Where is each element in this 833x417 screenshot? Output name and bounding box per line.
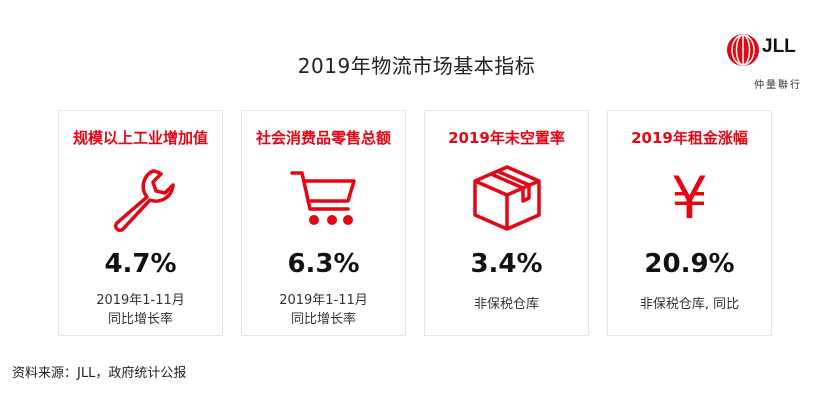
- card-value: 3.4%: [470, 249, 543, 279]
- metric-card-industrial-value-added: 规模以上工业增加值 4.7% 2019年1-11月 同比增长率: [58, 110, 223, 336]
- card-value: 4.7%: [104, 249, 177, 279]
- card-title: 规模以上工业增加值: [72, 129, 208, 147]
- card-note: 非保税仓库, 同比: [608, 291, 771, 314]
- card-value: 20.9%: [644, 249, 735, 279]
- jll-logo-icon: [727, 34, 759, 66]
- source-note: 资料来源：JLL，政府统计公报: [12, 366, 187, 381]
- card-note-line1: 非保税仓库: [473, 297, 539, 312]
- logo-subtitle: 仲量聯行: [754, 80, 802, 91]
- metric-card-rent-growth: 2019年租金涨幅 ¥ 20.9% 非保税仓库, 同比: [607, 110, 772, 336]
- card-note: 2019年1-11月 同比增长率: [59, 291, 222, 329]
- logo-text: JLL: [762, 36, 796, 57]
- shopping-cart-icon: [284, 163, 364, 233]
- jll-logo: JLL 仲量聯行: [726, 33, 816, 91]
- wrench-icon: [101, 163, 181, 233]
- card-note-line1: 2019年1-11月: [96, 293, 185, 308]
- card-note-line2: 同比增长率: [107, 312, 173, 327]
- yen-icon: ¥: [671, 164, 708, 232]
- card-note-line2: 同比增长率: [290, 312, 356, 327]
- card-title: 社会消费品零售总额: [255, 129, 391, 147]
- card-note: 非保税仓库: [425, 291, 588, 314]
- metric-card-retail-sales: 社会消费品零售总额 6.3% 2019年1-11月 同比增长率: [241, 110, 406, 336]
- card-note-line1: 非保税仓库, 同比: [639, 297, 740, 312]
- page-title: 2019年物流市场基本指标: [297, 54, 536, 78]
- box-icon: [467, 163, 547, 233]
- card-title: 2019年末空置率: [448, 129, 565, 147]
- card-value: 6.3%: [287, 249, 360, 279]
- card-note-line1: 2019年1-11月: [279, 293, 368, 308]
- card-note: 2019年1-11月 同比增长率: [242, 291, 405, 329]
- metric-card-vacancy-rate: 2019年末空置率 3.4% 非保税仓库: [424, 110, 589, 336]
- card-title: 2019年租金涨幅: [631, 129, 748, 147]
